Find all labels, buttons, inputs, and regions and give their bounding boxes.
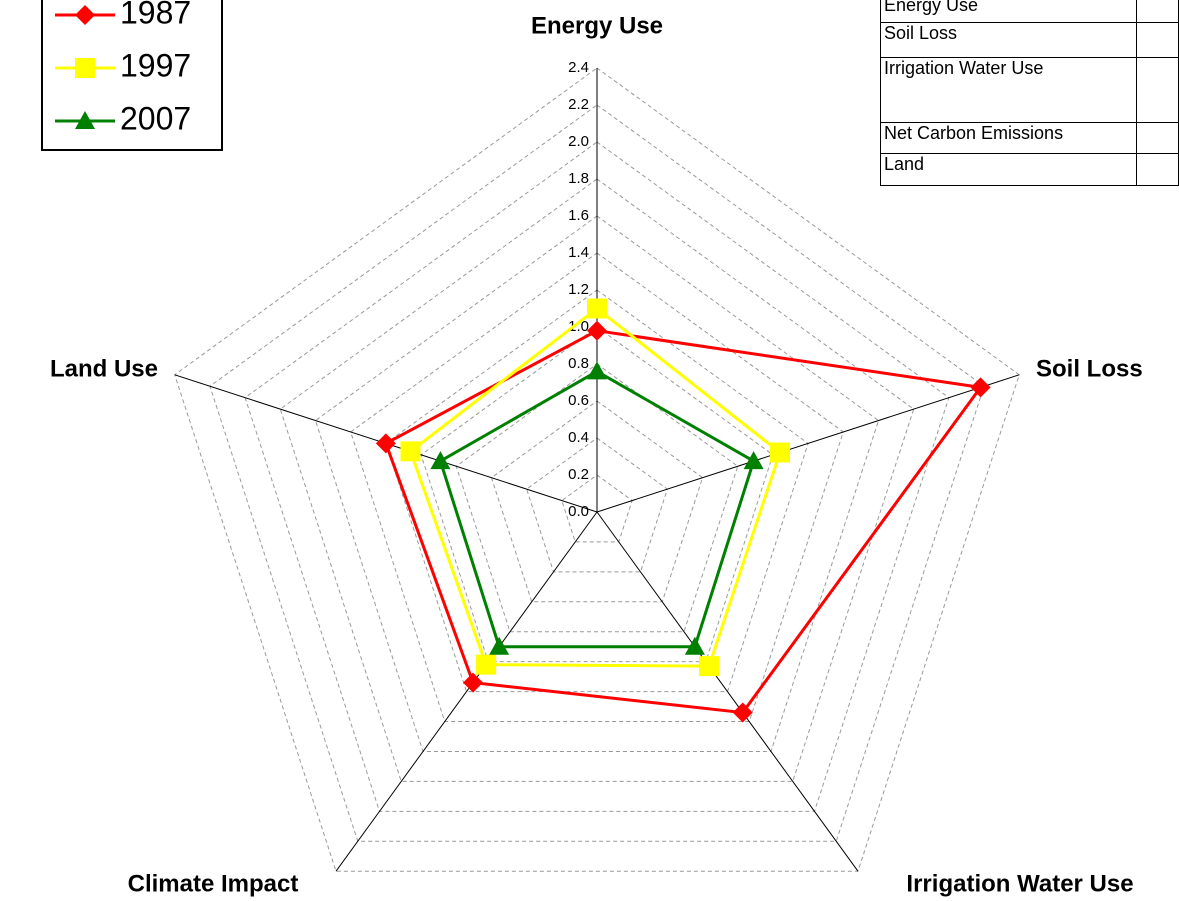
- y-tick-label: 0.4: [568, 429, 589, 446]
- series-line: [408, 306, 782, 668]
- grid-line: [526, 437, 668, 573]
- legend-marker: [75, 58, 95, 78]
- legend-label: 1997: [120, 47, 191, 83]
- legend-marker: [75, 5, 95, 25]
- y-tick-label: 2.2: [568, 96, 589, 113]
- data-point: [587, 320, 607, 341]
- data-point: [970, 377, 991, 398]
- y-tick-label: 0.0: [568, 503, 589, 520]
- data-point: [732, 702, 753, 723]
- series-line: [384, 329, 984, 715]
- data-point: [769, 442, 790, 463]
- grid-line: [490, 400, 704, 603]
- data-point: [489, 636, 510, 655]
- table-cell-empty: [1135, 153, 1179, 186]
- data-point: [699, 656, 720, 677]
- y-tick-label: 1.0: [568, 318, 589, 335]
- data-point: [684, 636, 705, 655]
- y-tick-label: 1.6: [568, 207, 589, 224]
- legend-marker: [75, 111, 95, 129]
- grid-line: [314, 215, 880, 752]
- grid-line: [561, 474, 633, 543]
- category-label: Energy Use: [531, 12, 663, 39]
- category-label: Land Use: [50, 355, 158, 382]
- legend-label: 1987: [120, 0, 191, 30]
- table-row: Land: [880, 153, 1179, 186]
- grid-line: [420, 326, 774, 663]
- data-point: [587, 298, 607, 319]
- series-line: [438, 369, 756, 649]
- legend-box: [41, 0, 223, 151]
- table-row: Soil Loss: [880, 22, 1179, 58]
- category-label: Climate Impact: [128, 870, 299, 897]
- data-point: [430, 451, 451, 470]
- y-tick-label: 0.6: [568, 392, 589, 409]
- table-cell: Energy Use: [880, 0, 1137, 23]
- table-cell-empty: [1135, 0, 1179, 23]
- grid-line: [455, 363, 739, 633]
- axis-line: [596, 511, 859, 872]
- axis-line: [335, 511, 598, 872]
- category-label: Soil Loss: [1036, 355, 1143, 382]
- table-row: Irrigation Water Use: [880, 57, 1179, 123]
- table-row: Energy Use: [880, 0, 1179, 23]
- data-point: [743, 451, 764, 470]
- grid-line: [174, 67, 1020, 872]
- data-point: [463, 672, 484, 693]
- legend-label: 2007: [120, 100, 191, 136]
- axis-line: [596, 374, 1020, 513]
- data-table: Energy Use Soil Loss Irrigation Water Use N…: [880, 0, 1179, 186]
- y-tick-label: 2.0: [568, 133, 589, 150]
- grid-line: [244, 141, 950, 812]
- table-cell-empty: [1135, 122, 1179, 154]
- category-label: Irrigation Water Use: [906, 870, 1133, 897]
- y-tick-label: 2.4: [568, 59, 589, 76]
- grid-line: [385, 289, 809, 693]
- y-tick-label: 1.8: [568, 170, 589, 187]
- table-cell-empty: [1135, 22, 1179, 58]
- data-point: [476, 654, 497, 675]
- y-tick-label: 1.4: [568, 244, 589, 261]
- grid-line: [350, 252, 844, 723]
- grid-line: [279, 178, 915, 782]
- table-cell: Land: [880, 153, 1137, 186]
- table-row: Net Carbon Emissions: [880, 122, 1179, 154]
- y-tick-label: 0.8: [568, 355, 589, 372]
- data-point: [587, 361, 607, 380]
- data-point: [400, 441, 421, 462]
- y-tick-label: 0.2: [568, 466, 589, 483]
- data-point: [375, 433, 396, 454]
- table-cell: Soil Loss: [880, 22, 1137, 58]
- table-cell: Net Carbon Emissions: [880, 122, 1137, 154]
- y-tick-label: 1.2: [568, 281, 589, 298]
- table-cell: Irrigation Water Use: [880, 57, 1137, 123]
- table-cell-empty: [1135, 57, 1179, 123]
